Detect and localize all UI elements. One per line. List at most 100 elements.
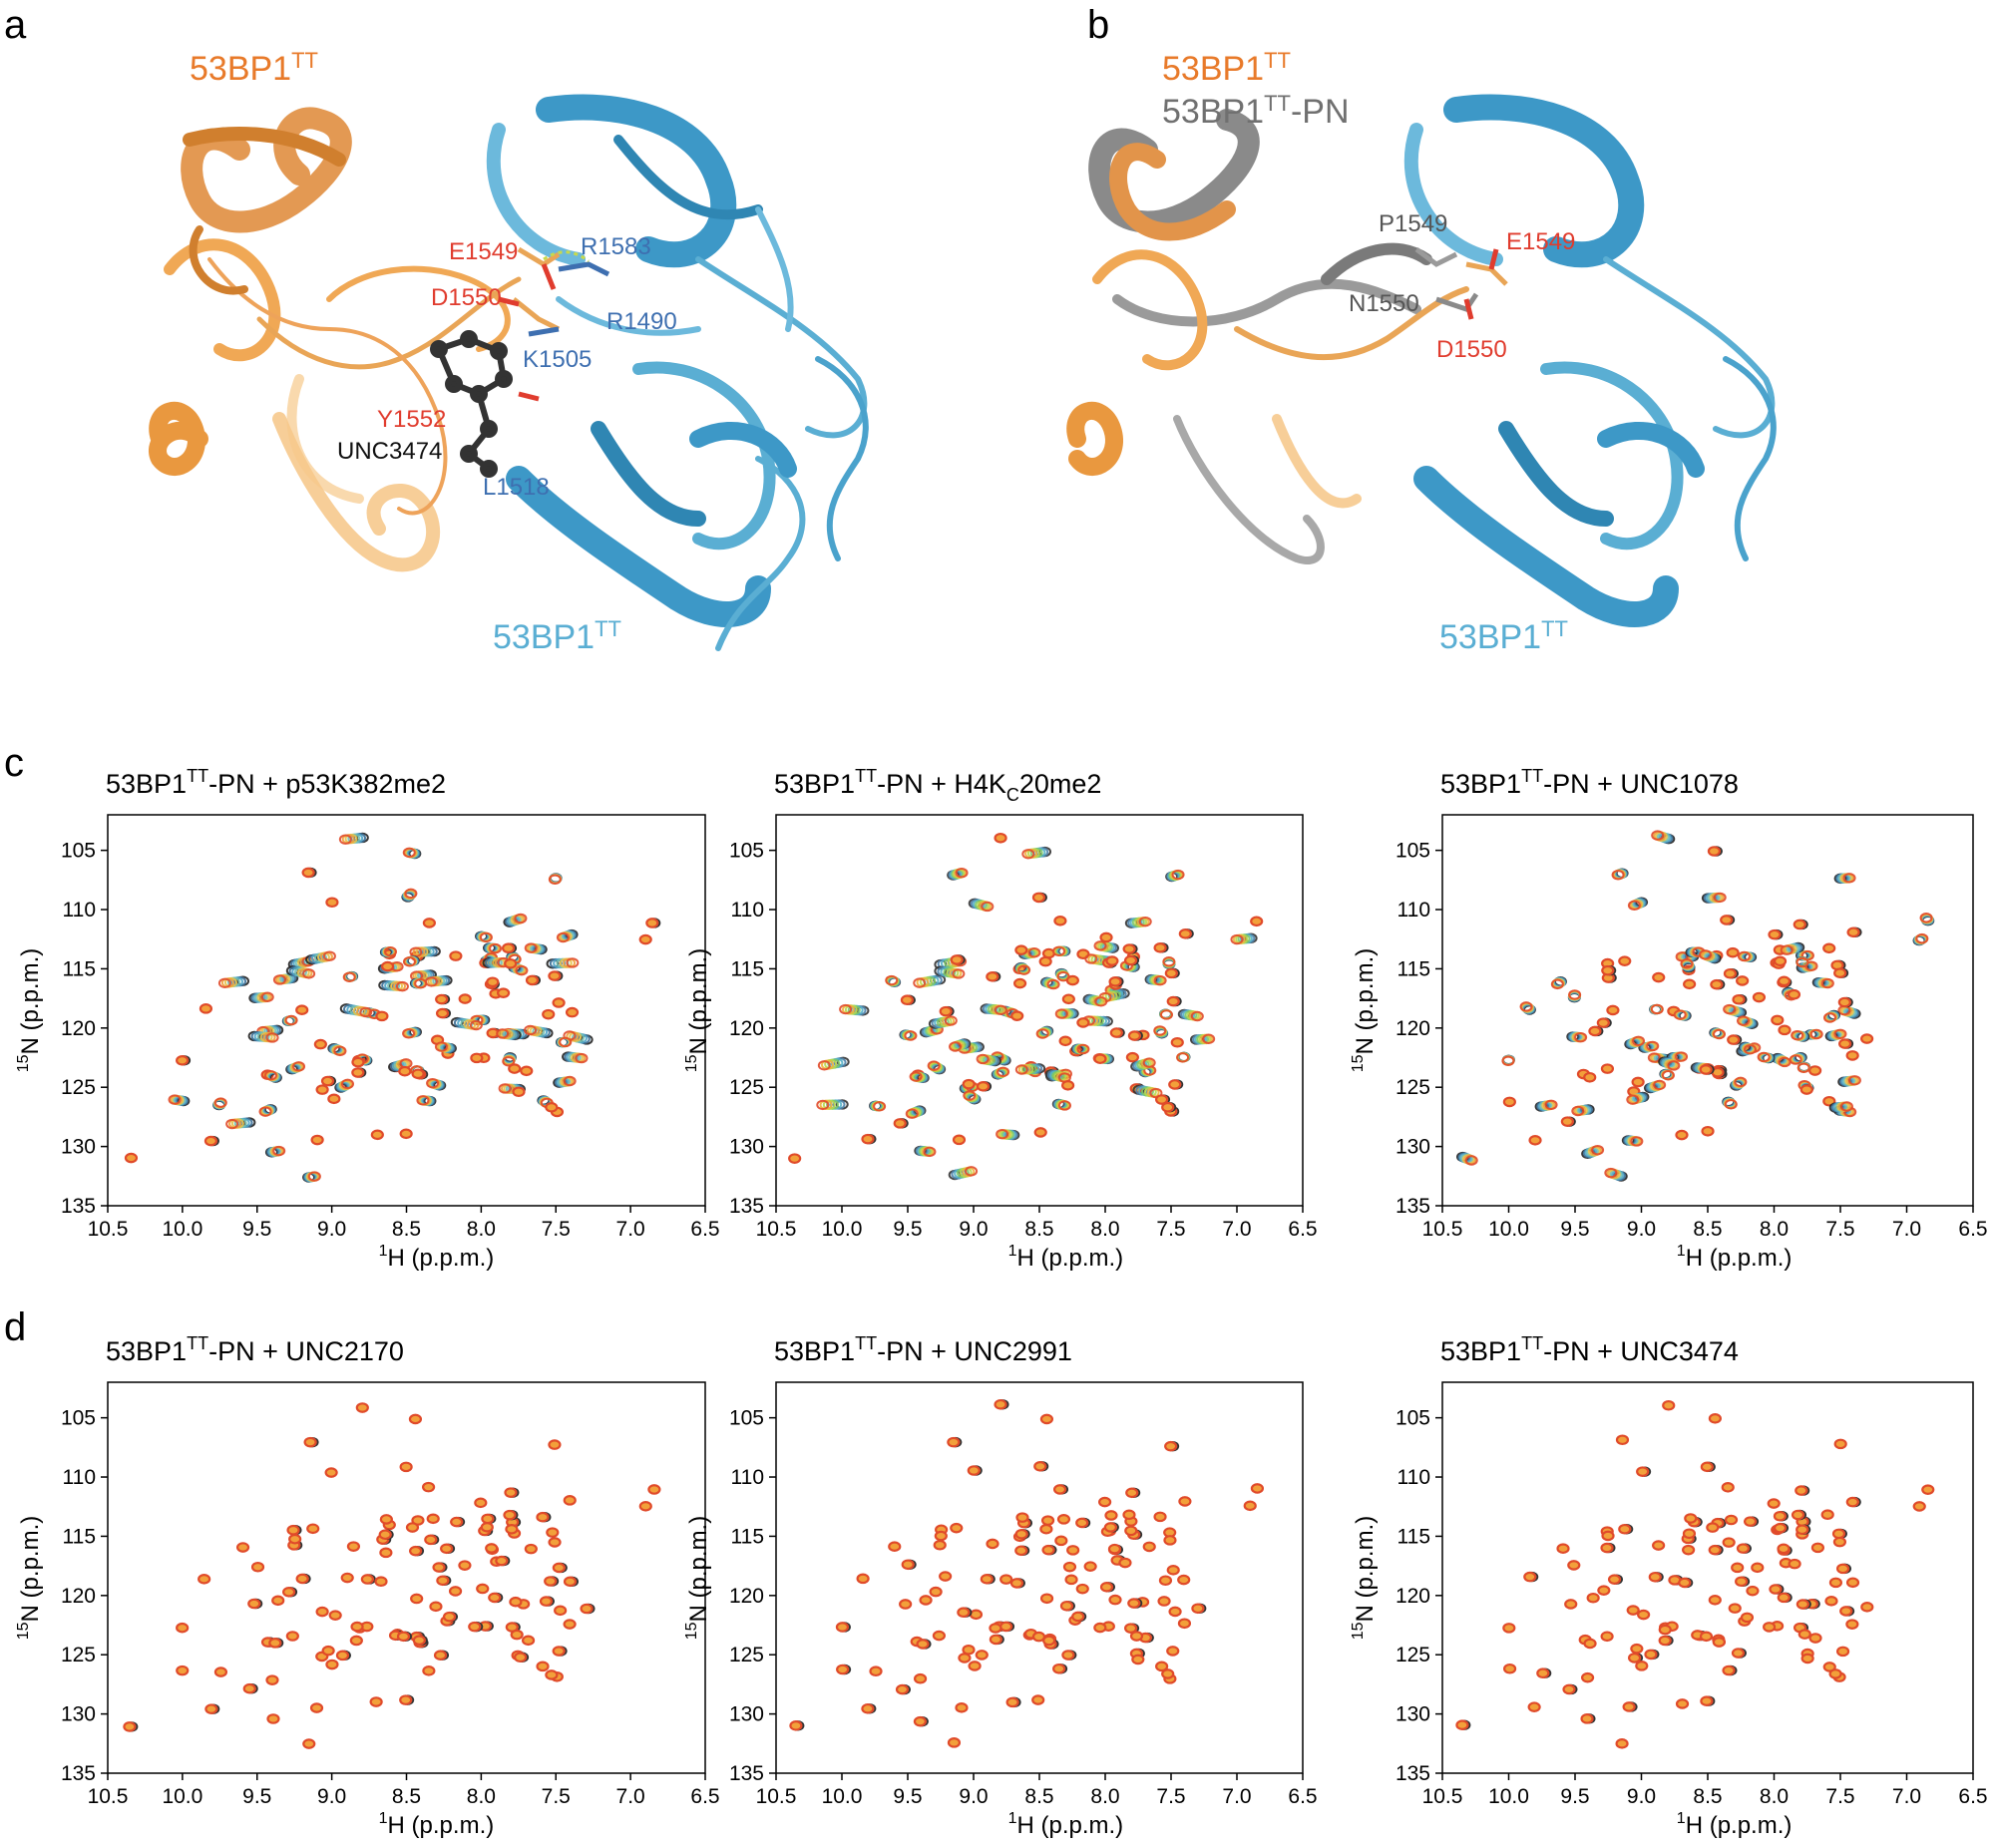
x-tick-label: 7.0 bbox=[1892, 1218, 1921, 1241]
peak-contour bbox=[1601, 964, 1615, 976]
hsqc-plot-4: 53BP1TT-PN + UNC2170 10.5 10.0 9.5 9.0 8.5 8.0… bbox=[15, 1333, 720, 1839]
peak-contour bbox=[1108, 975, 1122, 987]
peak-contour bbox=[1744, 1044, 1758, 1055]
peak-contour bbox=[1752, 991, 1767, 1003]
peak-contour bbox=[242, 1682, 256, 1694]
hsqc-plot-2: 53BP1TT-PN + H4KC20me2 10.5 10.0 9.5 9.0 8.5 8… bbox=[683, 766, 1318, 1272]
y-tick-label: 105 bbox=[1396, 1407, 1430, 1430]
y-tick-label: 115 bbox=[63, 957, 96, 980]
y-axis-label: 15N (p.p.m.) bbox=[683, 1516, 712, 1640]
peak-contour bbox=[1713, 1028, 1727, 1040]
x-tick-label: 7.5 bbox=[1825, 1218, 1854, 1241]
y-tick-label: 115 bbox=[731, 957, 764, 980]
peak-contour bbox=[994, 1004, 1007, 1015]
peak-contour bbox=[1722, 1537, 1736, 1548]
peak-contour bbox=[1731, 1648, 1746, 1659]
peak-contour bbox=[1123, 954, 1138, 966]
peak-contour bbox=[1600, 1631, 1614, 1643]
peak-contour bbox=[1847, 1075, 1861, 1086]
peak-contour bbox=[545, 1101, 559, 1113]
peak-contour bbox=[1084, 953, 1098, 964]
peak-contour bbox=[1586, 1592, 1600, 1604]
peak-contour bbox=[952, 968, 966, 979]
peak-contour bbox=[1799, 1084, 1813, 1095]
peak-contour bbox=[501, 942, 516, 954]
peak-contour bbox=[1166, 1565, 1180, 1576]
peak-contour bbox=[1061, 1080, 1075, 1091]
peak-contour bbox=[1604, 1167, 1618, 1179]
peak-contour bbox=[1860, 1602, 1874, 1613]
peak-contour bbox=[1631, 1076, 1645, 1088]
peak-contour bbox=[1630, 1643, 1644, 1655]
plot-frame bbox=[775, 1381, 1304, 1774]
peak-contour bbox=[404, 888, 418, 900]
peak-contour bbox=[396, 1631, 411, 1643]
peak-contour bbox=[1736, 1543, 1751, 1554]
orange-domain-ribbon bbox=[149, 107, 522, 572]
peak-contour bbox=[1788, 1558, 1801, 1570]
peak-contour bbox=[325, 1659, 339, 1670]
peak-contour bbox=[450, 1516, 464, 1528]
peak-contour bbox=[1736, 975, 1750, 986]
peak-contour bbox=[548, 1439, 562, 1450]
peak-contour bbox=[1153, 974, 1167, 986]
x-tick-label: 8.0 bbox=[467, 1785, 496, 1808]
peak-contour bbox=[554, 1605, 568, 1617]
peak-contour bbox=[1771, 1014, 1785, 1026]
peak-contour bbox=[399, 1461, 413, 1473]
peak-contour bbox=[378, 1529, 392, 1541]
peak-contour bbox=[1647, 1052, 1661, 1063]
peak-contour bbox=[1837, 1038, 1852, 1049]
x-tick-label: 10.5 bbox=[756, 1218, 797, 1241]
peak-contour bbox=[1083, 1561, 1097, 1572]
peak-contour bbox=[1712, 1637, 1726, 1648]
peak-contour bbox=[250, 1561, 265, 1573]
peak-contour bbox=[295, 1573, 309, 1585]
peak-contour bbox=[1675, 1698, 1690, 1709]
peak-contour bbox=[1710, 978, 1724, 990]
peak-contour bbox=[952, 1134, 967, 1146]
peak-contour bbox=[315, 1084, 329, 1095]
peak-contour bbox=[322, 950, 336, 961]
peak-contour bbox=[1622, 1701, 1636, 1712]
peak-contour bbox=[1707, 846, 1722, 857]
peak-contour bbox=[303, 1436, 317, 1448]
panel-letter-c: c bbox=[4, 741, 24, 785]
peak-contour bbox=[1720, 915, 1734, 925]
peak-contour bbox=[263, 1070, 277, 1081]
peak-contour bbox=[944, 1015, 958, 1026]
peak-contour bbox=[1009, 1578, 1024, 1589]
peak-contour bbox=[1606, 1004, 1620, 1016]
y-tick-label: 110 bbox=[63, 899, 96, 922]
peak-contour bbox=[1158, 1575, 1173, 1587]
peak-contour bbox=[1093, 1053, 1107, 1065]
peak-contour bbox=[1039, 1523, 1053, 1535]
peak-contour bbox=[1845, 1050, 1859, 1061]
peak-contour bbox=[266, 1713, 280, 1724]
peak-contour bbox=[1796, 1524, 1809, 1536]
peak-contour bbox=[327, 1093, 341, 1105]
peak-contour bbox=[489, 942, 503, 954]
peak-contour bbox=[510, 1629, 524, 1641]
peak-contour bbox=[989, 1634, 1002, 1646]
peak-contour bbox=[1650, 1003, 1664, 1015]
peak-contour bbox=[514, 913, 528, 924]
peak-contour bbox=[1177, 1574, 1191, 1586]
y-tick-label: 135 bbox=[729, 1195, 764, 1218]
x-tick-label: 9.5 bbox=[893, 1218, 922, 1241]
peak-contour bbox=[962, 1078, 976, 1090]
peak-contour bbox=[1122, 943, 1136, 954]
peak-contour bbox=[284, 1014, 298, 1026]
peak-contour bbox=[563, 1075, 577, 1087]
peak-contour bbox=[552, 997, 566, 1008]
peak-contour bbox=[288, 1533, 302, 1545]
x-tick-label: 8.0 bbox=[1760, 1218, 1789, 1241]
y-tick-label: 125 bbox=[61, 1644, 96, 1666]
plot-title: 53BP1TT-PN + UNC2170 bbox=[106, 1333, 404, 1366]
peak-contour bbox=[1661, 1070, 1675, 1081]
hsqc-plot-3: 53BP1TT-PN + UNC1078 10.5 10.0 9.5 9.0 8.5 8.0… bbox=[1350, 766, 1988, 1272]
peak-contour bbox=[485, 1543, 499, 1554]
peak-contour bbox=[1562, 1683, 1576, 1695]
peak-contour bbox=[480, 1522, 494, 1533]
peak-contour bbox=[1835, 1646, 1850, 1658]
